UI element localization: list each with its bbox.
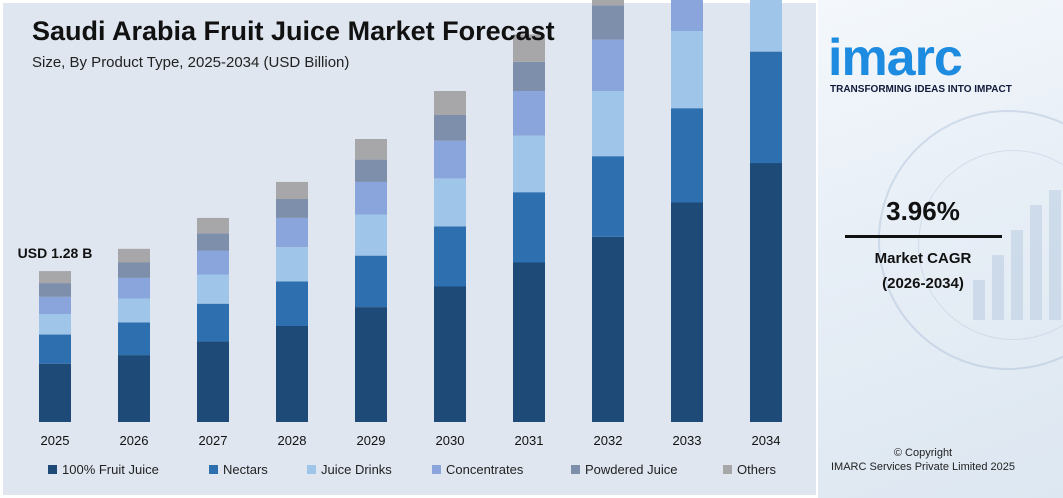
bar-segment [39, 363, 71, 422]
bar-segment [671, 31, 703, 109]
chart-title: Saudi Arabia Fruit Juice Market Forecast [32, 16, 555, 46]
x-tick-label: 2028 [278, 433, 307, 448]
x-tick-label: 2030 [436, 433, 465, 448]
bar-segment [750, 51, 782, 164]
bar-segment [118, 248, 150, 263]
legend-swatch [209, 465, 218, 474]
x-tick-label: 2031 [515, 433, 544, 448]
bar-segment [513, 192, 545, 263]
bar-segment [276, 181, 308, 200]
cagr-period: (2026-2034) [882, 275, 964, 292]
stacked-bar-chart: 2025 2026 2027 2028 2029 2030 2031 2032 2033 2034… [18, 0, 782, 477]
copyright-notice: © Copyright [893, 447, 953, 459]
bar-segment [434, 178, 466, 227]
legend-swatch [48, 465, 57, 474]
bar-segment [355, 214, 387, 256]
cagr-label: Market CAGR [874, 250, 972, 267]
bar-segment [355, 159, 387, 182]
bar-segment [118, 322, 150, 356]
bar-segment [355, 139, 387, 160]
bar-segment [39, 314, 71, 335]
bar-segment [118, 298, 150, 323]
bar-segment [671, 108, 703, 203]
bar-segment [39, 271, 71, 284]
bar-segment [118, 355, 150, 422]
bar-segment [276, 281, 308, 326]
cagr-divider [845, 235, 1002, 238]
bar-segment [39, 283, 71, 297]
bar-segment [197, 274, 229, 304]
legend-label: Others [737, 462, 777, 477]
bar-segment [276, 326, 308, 422]
bar-segment [39, 296, 71, 314]
side-panel: imarc TRANSFORMING IDEAS INTO IMPACT 3.9… [818, 0, 1063, 498]
bar-segment [434, 286, 466, 422]
logo-tagline: TRANSFORMING IDEAS INTO IMPACT [830, 84, 1012, 95]
legend-label: Nectars [223, 462, 268, 477]
x-tick-label: 2034 [752, 433, 781, 448]
bar-segment [276, 247, 308, 282]
bar-segment [513, 34, 545, 62]
legend-swatch [723, 465, 732, 474]
bar-segment [118, 277, 150, 299]
decorative-bars [968, 190, 1063, 320]
x-tick-label: 2027 [199, 433, 228, 448]
bar-segment [750, 163, 782, 422]
bar-segment [592, 39, 624, 91]
x-tick-label: 2033 [673, 433, 702, 448]
bar-segment [434, 115, 466, 141]
company-name: IMARC Services Private Limited 2025 [830, 461, 1015, 473]
legend-swatch [307, 465, 316, 474]
bar-segment [197, 303, 229, 342]
bar-segment [513, 262, 545, 422]
legend-swatch [432, 465, 441, 474]
x-tick-label: 2025 [41, 433, 70, 448]
chart-subtitle: Size, By Product Type, 2025-2034 (USD Bi… [32, 54, 350, 71]
legend-swatch [571, 465, 580, 474]
bar-segment [118, 262, 150, 278]
bar-segment [671, 202, 703, 422]
bar-segment [434, 140, 466, 179]
bar-segment [592, 236, 624, 422]
bar-segment [513, 135, 545, 193]
bar-segment [197, 233, 229, 251]
bar-segment [513, 61, 545, 91]
x-tick-label: 2032 [594, 433, 623, 448]
bar-segment [434, 91, 466, 115]
legend-label: Powdered Juice [585, 462, 678, 477]
bar-segment [671, 0, 703, 31]
legend-label: 100% Fruit Juice [62, 462, 159, 477]
bar-segment [592, 5, 624, 40]
bar-segment [513, 91, 545, 136]
bar-segment [355, 307, 387, 422]
bar-segment [39, 334, 71, 364]
bar-segment [592, 156, 624, 237]
data-label: USD 1.28 B [18, 245, 93, 261]
imarc-logo: imarc [828, 29, 963, 87]
bar-segment [355, 181, 387, 215]
bar-segment [434, 226, 466, 287]
bar-segment [750, 0, 782, 52]
legend-label: Juice Drinks [321, 462, 392, 477]
bar-segment [276, 217, 308, 248]
x-tick-label: 2026 [120, 433, 149, 448]
bar-segment [197, 250, 229, 275]
bar-segment [592, 0, 624, 6]
bar-segment [276, 199, 308, 218]
x-tick-label: 2029 [357, 433, 386, 448]
cagr-value: 3.96% [886, 196, 960, 226]
legend-label: Concentrates [446, 462, 524, 477]
bar-segment [197, 341, 229, 422]
bar-segment [355, 255, 387, 307]
bar-segment [592, 91, 624, 157]
bar-segment [197, 217, 229, 234]
